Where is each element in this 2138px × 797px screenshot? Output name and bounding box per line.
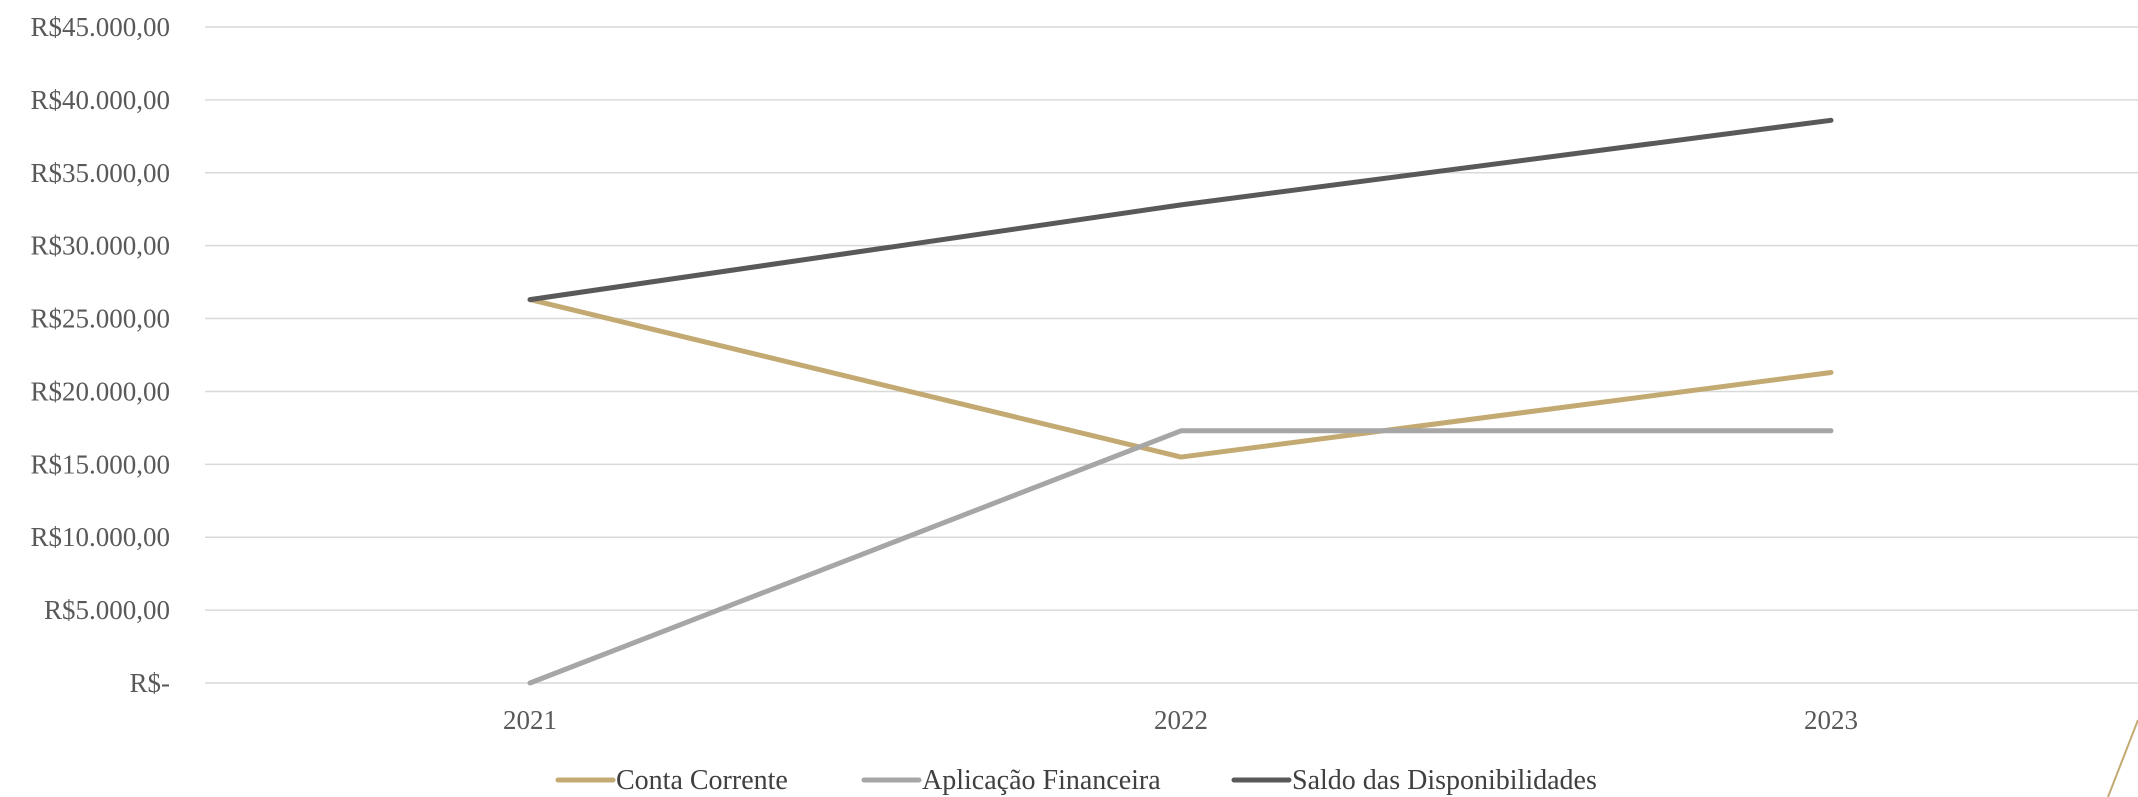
series-line-1 bbox=[527, 428, 1834, 686]
legend-label-0: Conta Corrente bbox=[616, 765, 788, 796]
y-tick-label: R$- bbox=[130, 668, 171, 698]
x-tick-label: 2023 bbox=[1804, 705, 1858, 735]
legend-label-2: Saldo das Disponibilidades bbox=[1292, 765, 1597, 796]
gridlines bbox=[205, 26, 2138, 684]
y-tick-label: R$10.000,00 bbox=[30, 522, 170, 552]
x-axis-tick-labels: 2021 2022 2023 bbox=[503, 705, 1858, 735]
x-tick-label: 2021 bbox=[503, 705, 557, 735]
y-tick-label: R$25.000,00 bbox=[30, 304, 170, 334]
x-tick-label: 2022 bbox=[1154, 705, 1208, 735]
series-lines bbox=[527, 117, 1834, 686]
y-tick-label: R$30.000,00 bbox=[30, 231, 170, 261]
legend: Conta Corrente Aplicação Financeira Saldo … bbox=[555, 765, 1597, 796]
y-tick-label: R$20.000,00 bbox=[30, 376, 170, 406]
y-tick-label: R$5.000,00 bbox=[44, 595, 170, 625]
y-axis-tick-labels: R$- R$5.000,00 R$10.000,00 R$15.000,00 R$20.… bbox=[30, 12, 170, 698]
series-line-0 bbox=[527, 297, 1834, 460]
decorative-corner-line bbox=[2107, 719, 2138, 797]
y-tick-label: R$40.000,00 bbox=[30, 85, 170, 115]
series-line-2 bbox=[527, 117, 1834, 303]
y-tick-label: R$45.000,00 bbox=[30, 12, 170, 42]
legend-label-1: Aplicação Financeira bbox=[922, 765, 1161, 796]
y-tick-label: R$35.000,00 bbox=[30, 158, 170, 188]
y-tick-label: R$15.000,00 bbox=[30, 449, 170, 479]
